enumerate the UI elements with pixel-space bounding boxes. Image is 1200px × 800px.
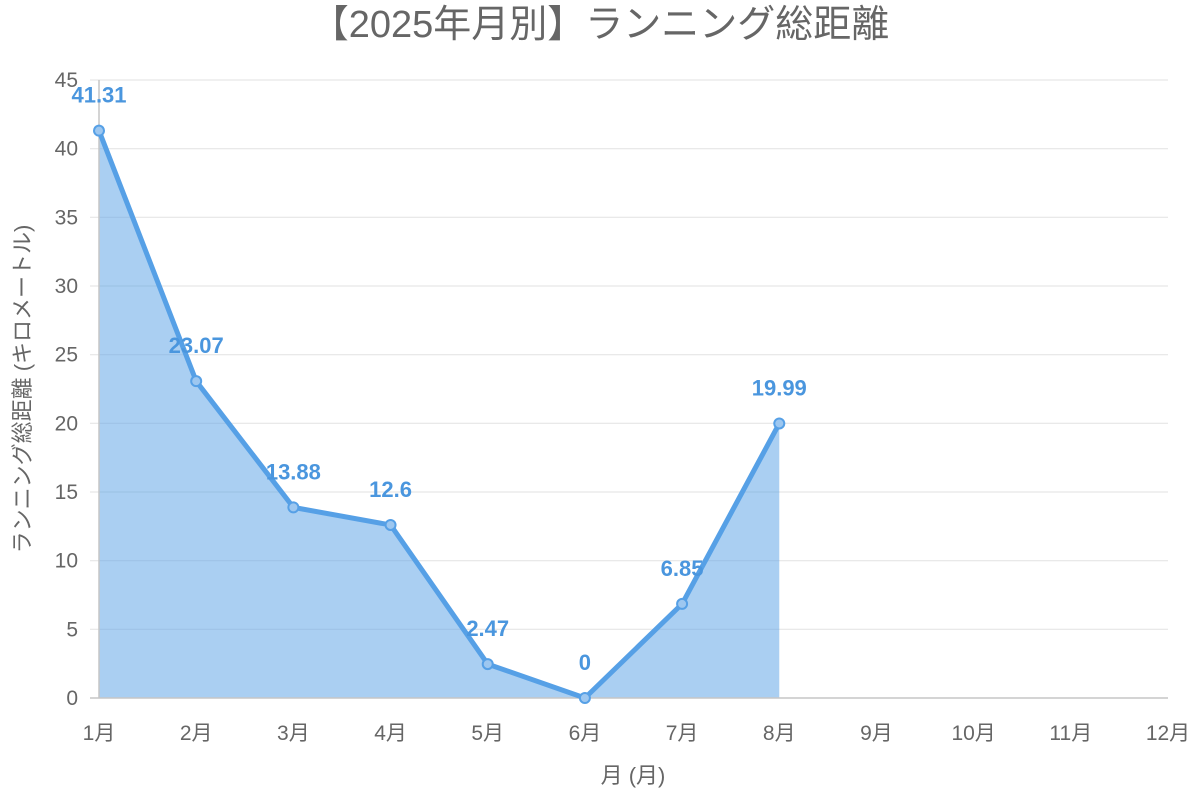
x-tick-label-12月: 12月: [1146, 722, 1190, 745]
series-area: [99, 130, 780, 698]
y-tick-label-0: 0: [66, 687, 78, 710]
x-tick-label-10月: 10月: [951, 722, 995, 745]
x-tick-label-9月: 9月: [860, 722, 893, 745]
y-tick-label-30: 30: [55, 275, 78, 298]
data-label-8月: 19.99: [752, 375, 807, 400]
x-tick-label-6月: 6月: [569, 722, 602, 745]
y-tick-label-25: 25: [55, 344, 78, 367]
chart-title: 【2025年月別】ランニング総距離: [311, 4, 890, 46]
data-label-2月: 23.07: [169, 333, 224, 358]
series-line: [96, 128, 782, 701]
x-tick-label-5月: 5月: [471, 722, 504, 745]
y-tick-label-10: 10: [55, 550, 78, 573]
y-tick-label-40: 40: [55, 138, 78, 161]
x-tick-label-4月: 4月: [374, 722, 407, 745]
x-tick-label-2月: 2月: [180, 722, 213, 745]
x-tick-label-1月: 1月: [83, 722, 116, 745]
axes: [90, 80, 1168, 699]
y-tick-labels: 0 5 10 15 20 25 30 35 40 45: [55, 69, 78, 710]
series-area-layer: [99, 130, 780, 698]
data-label-7月: 6.85: [661, 556, 704, 581]
x-tick-labels: 1月 2月 3月 4月 5月 6月 7月 8月 9月 10月 11月 12月: [83, 722, 1191, 745]
data-label-3月: 13.88: [266, 459, 321, 484]
y-axis-title: ランニング総距離 (キロメートル): [10, 225, 35, 554]
data-point-4月[interactable]: [384, 518, 397, 531]
x-tick-label-11月: 11月: [1049, 722, 1092, 745]
data-label-4月: 12.6: [369, 477, 412, 502]
data-points: [93, 124, 786, 704]
data-point-3月[interactable]: [287, 501, 300, 514]
data-labels: 41.31 23.07 13.88 12.6 2.47 0 6.85 19.99: [71, 83, 806, 675]
x-axis-title: 月 (月): [601, 763, 666, 788]
y-tick-label-35: 35: [55, 206, 78, 229]
data-label-6月: 0: [579, 650, 591, 675]
data-point-6月[interactable]: [578, 692, 591, 704]
x-tick-label-8月: 8月: [763, 722, 796, 745]
x-tick-label-7月: 7月: [666, 722, 699, 745]
y-tick-label-5: 5: [66, 618, 78, 641]
series-line-layer: [96, 128, 782, 701]
x-tick-label-3月: 3月: [277, 722, 310, 745]
data-point-5月[interactable]: [481, 658, 494, 671]
y-tick-label-45: 45: [55, 69, 78, 92]
data-label-5月: 2.47: [466, 616, 509, 641]
data-label-1月: 41.31: [71, 83, 126, 108]
data-point-8月[interactable]: [773, 417, 786, 430]
y-tick-label-20: 20: [55, 412, 78, 435]
y-tick-label-15: 15: [55, 481, 78, 504]
data-point-2月[interactable]: [190, 375, 203, 388]
data-point-1月[interactable]: [93, 124, 105, 137]
data-point-7月[interactable]: [676, 597, 689, 610]
